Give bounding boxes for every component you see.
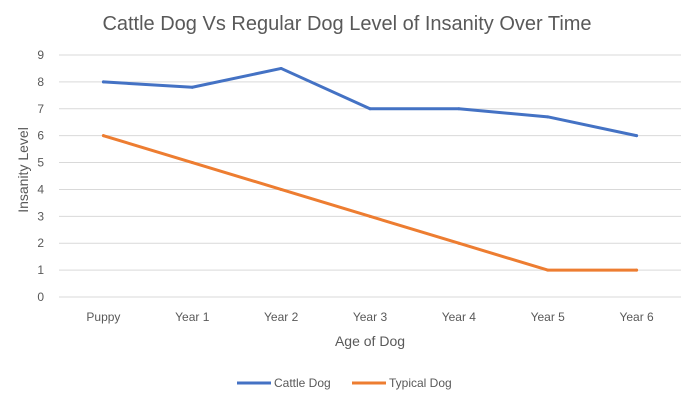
data-point <box>101 80 105 84</box>
y-tick-label: 9 <box>37 48 44 62</box>
legend-label: Typical Dog <box>389 376 452 390</box>
y-tick-label: 3 <box>37 209 44 223</box>
y-tick-label: 6 <box>37 129 44 143</box>
data-point <box>457 241 461 245</box>
y-tick-label: 0 <box>37 290 44 304</box>
data-point <box>279 187 283 191</box>
data-point <box>101 134 105 138</box>
y-tick-label: 4 <box>37 182 44 196</box>
data-point <box>546 268 550 272</box>
y-tick-label: 7 <box>37 102 44 116</box>
data-point <box>368 214 372 218</box>
data-point <box>546 115 550 119</box>
data-point <box>368 107 372 111</box>
data-point <box>457 107 461 111</box>
y-tick-label: 2 <box>37 236 44 250</box>
data-point <box>190 85 194 89</box>
y-tick-label: 1 <box>37 263 44 277</box>
x-tick-label: Year 2 <box>264 310 299 324</box>
legend: Cattle Dog Typical Dog <box>237 376 452 390</box>
series-line-typical-dog <box>101 134 639 272</box>
data-point <box>279 66 283 70</box>
legend-label: Cattle Dog <box>274 376 331 390</box>
y-axis-label: Insanity Level <box>15 127 31 213</box>
y-tick-label: 8 <box>37 75 44 89</box>
x-axis-ticks: Puppy Year 1 Year 2 Year 3 Year 4 Year 5 Year … <box>86 310 654 324</box>
x-tick-label: Year 6 <box>619 310 654 324</box>
x-tick-label: Year 5 <box>531 310 566 324</box>
x-tick-label: Year 1 <box>175 310 210 324</box>
series-line-cattle-dog <box>101 66 639 138</box>
y-axis-ticks: 0 1 2 3 4 5 6 7 8 9 <box>37 48 44 304</box>
series-lines <box>101 66 639 272</box>
gridlines <box>59 54 681 298</box>
data-point <box>190 161 194 165</box>
chart-title: Cattle Dog Vs Regular Dog Level of Insan… <box>102 13 591 35</box>
x-axis-label: Age of Dog <box>335 333 405 349</box>
x-tick-label: Puppy <box>86 310 120 324</box>
x-tick-label: Year 3 <box>353 310 388 324</box>
data-point <box>635 268 639 272</box>
data-point <box>635 134 639 138</box>
y-tick-label: 5 <box>37 156 44 170</box>
x-tick-label: Year 4 <box>442 310 477 324</box>
